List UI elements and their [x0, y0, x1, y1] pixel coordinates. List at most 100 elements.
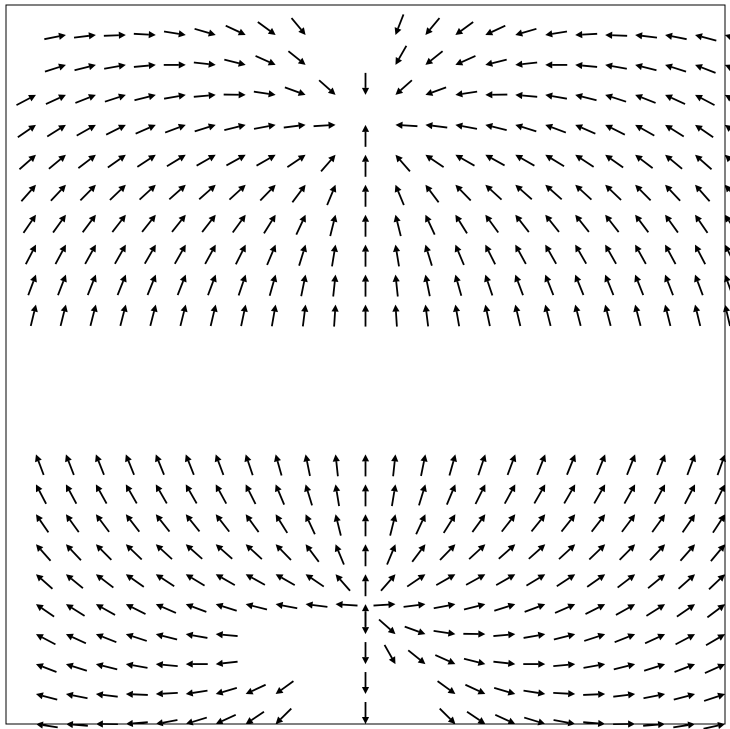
arrow-shaft — [59, 311, 66, 327]
arrow-head — [30, 304, 38, 313]
arrow-head — [419, 484, 427, 493]
arrow-mark — [291, 184, 306, 203]
arrow-mark — [313, 121, 336, 129]
arrow-mark — [545, 30, 568, 38]
arrow-shaft — [395, 251, 400, 267]
arrow-mark — [174, 244, 186, 265]
arrow-shaft — [378, 618, 391, 631]
arrow-head — [125, 574, 134, 582]
arrow-mark — [331, 274, 339, 297]
arrow-shaft — [523, 634, 539, 639]
arrow-shaft — [336, 520, 342, 536]
arrow-shaft — [446, 490, 454, 505]
arrow-mark — [245, 683, 266, 695]
arrow-head — [327, 87, 336, 95]
arrow-head — [483, 304, 491, 313]
arrow-shaft — [225, 157, 240, 167]
arrow-head — [28, 124, 36, 132]
arrow-shaft — [586, 577, 600, 588]
arrow-shaft — [77, 158, 91, 169]
arrow-head — [297, 57, 306, 65]
arrow-head — [725, 94, 730, 102]
arrow-mark — [378, 618, 396, 635]
arrow-shaft — [706, 607, 720, 619]
arrow-shaft — [222, 660, 238, 665]
arrow-mark — [149, 304, 158, 327]
arrow-shaft — [583, 635, 599, 642]
arrow-shaft — [400, 79, 413, 91]
arrow-head — [390, 484, 398, 492]
arrow-shaft — [593, 489, 603, 504]
arrow-head — [185, 514, 193, 523]
arrow-head — [507, 717, 516, 725]
arrow-shaft — [380, 578, 392, 592]
arrow-shaft — [576, 311, 582, 327]
arrow-head — [537, 631, 546, 639]
arrow-mark — [298, 244, 307, 266]
arrow-shaft — [339, 578, 351, 592]
arrow-shaft — [161, 577, 175, 587]
arrow-shaft — [39, 548, 52, 562]
arrow-mark — [44, 63, 66, 73]
arrow-head — [238, 123, 246, 131]
arrow-shaft — [193, 61, 209, 66]
arrow-head — [208, 60, 216, 68]
arrow-head — [395, 57, 403, 65]
arrow-shaft — [128, 489, 138, 504]
arrow-head — [393, 214, 401, 223]
arrow-mark — [635, 94, 656, 104]
arrow-shaft — [626, 460, 634, 476]
arrow-head — [718, 484, 726, 493]
arrow-shaft — [677, 578, 691, 590]
arrow-head — [65, 544, 74, 552]
arrow-mark — [224, 123, 246, 132]
arrow-shaft — [86, 280, 95, 296]
arrow-head — [28, 184, 36, 193]
arrow-head — [332, 454, 340, 462]
arrow-shaft — [157, 460, 165, 476]
arrow-head — [454, 244, 462, 253]
arrow-head — [240, 274, 247, 283]
arrow-shaft — [669, 189, 681, 202]
arrow-head — [657, 604, 666, 611]
arrow-shaft — [491, 125, 507, 132]
arrow-head — [485, 244, 492, 253]
arrow-mark — [392, 274, 400, 297]
arrow-mark — [318, 79, 336, 95]
arrow-mark — [245, 574, 266, 586]
arrow-mark — [485, 214, 499, 234]
arrow-head — [717, 663, 725, 671]
arrow-mark — [146, 274, 157, 296]
arrow-mark — [155, 544, 173, 560]
arrow-shaft — [188, 489, 198, 504]
arrow-head — [393, 244, 401, 253]
arrow-mark — [295, 214, 306, 236]
arrow-head — [215, 602, 224, 610]
arrow-layer — [16, 14, 730, 729]
arrow-mark — [138, 184, 156, 201]
arrow-mark — [95, 604, 116, 616]
arrow-head — [88, 32, 96, 40]
arrow-shaft — [194, 27, 210, 34]
arrow-shaft — [525, 577, 540, 587]
arrow-mark — [125, 544, 143, 561]
arrow-mark — [225, 24, 246, 36]
arrow-shaft — [250, 711, 265, 721]
arrow-mark — [185, 660, 208, 668]
arrow-shaft — [116, 280, 125, 296]
arrow-mark — [168, 184, 186, 201]
arrow-shaft — [42, 694, 58, 701]
arrow-shaft — [250, 548, 263, 560]
arrow-head — [298, 122, 306, 130]
arrow-mark — [626, 454, 636, 476]
arrow-mark — [684, 484, 696, 505]
arrow-head — [361, 124, 370, 132]
arrow-mark — [35, 663, 57, 673]
arrow-shaft — [619, 548, 631, 561]
arrow-mark — [725, 214, 730, 224]
arrow-shaft — [298, 251, 305, 266]
arrow-shaft — [332, 281, 336, 297]
arrow-shaft — [42, 724, 58, 729]
arrow-mark — [304, 484, 313, 506]
arrow-head — [627, 574, 636, 582]
